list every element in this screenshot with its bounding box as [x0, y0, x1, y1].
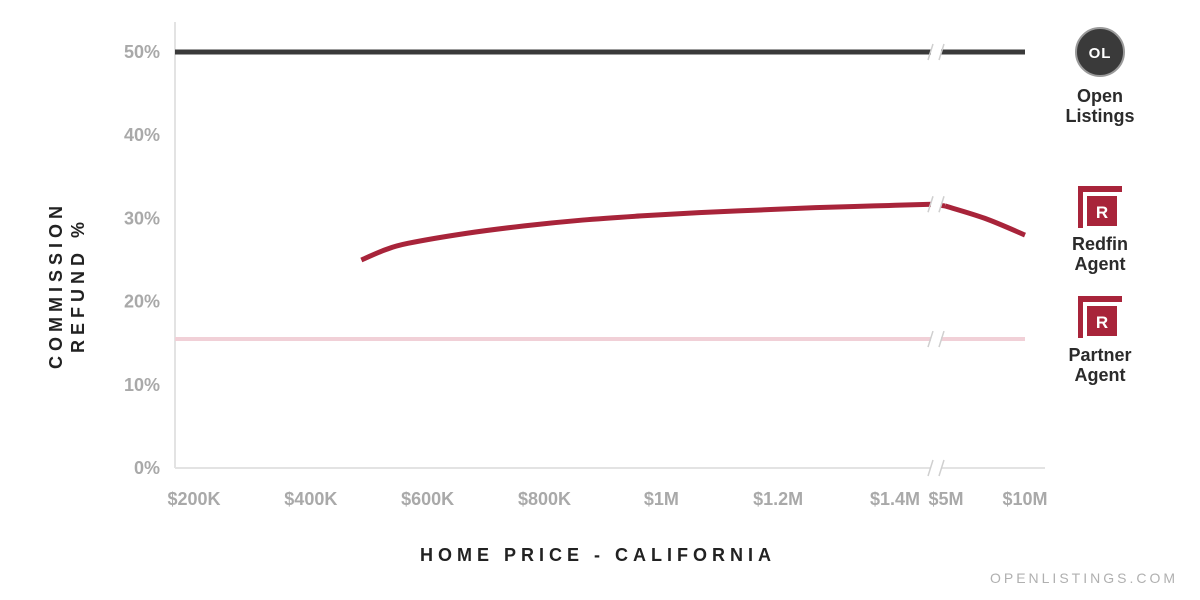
y-tick-label: 40%: [124, 125, 160, 145]
x-tick-label: $1.4M: [870, 489, 920, 509]
break-gap: [931, 43, 941, 61]
series-label: Open: [1077, 86, 1123, 106]
series-line: [360, 201, 933, 263]
y-tick-label: 30%: [124, 208, 160, 228]
x-tick-label: $10M: [1002, 489, 1047, 509]
redfin-logo-icon: R: [1078, 186, 1122, 228]
x-tick-label: $800K: [518, 489, 571, 509]
break-slash: [927, 43, 934, 61]
break-slash: [938, 43, 945, 61]
series-label: Partner: [1068, 345, 1131, 365]
y-tick-label: 20%: [124, 292, 160, 312]
open-listings-logo-text: OL: [1089, 45, 1112, 62]
series-label: Agent: [1075, 254, 1126, 274]
break-gap: [931, 330, 941, 349]
x-tick-label: $400K: [284, 489, 337, 509]
break-slash: [927, 330, 934, 348]
break-slash: [927, 196, 934, 213]
y-axis-title: COMMISSION REFUND %: [46, 201, 88, 369]
watermark: OPENLISTINGS.COM: [989, 570, 1178, 586]
x-tick-label: $5M: [928, 489, 963, 509]
series-lines: [174, 49, 1026, 342]
y-axis-title-line: REFUND %: [68, 217, 88, 353]
break-slash: [938, 196, 945, 213]
redfin-logo-letter: R: [1096, 203, 1108, 222]
break-slash: [927, 459, 934, 477]
x-tick-label: $1.2M: [753, 489, 803, 509]
break-slash: [938, 330, 945, 348]
series-label: Agent: [1075, 365, 1126, 385]
series-label: Listings: [1065, 106, 1134, 126]
x-axis-title: HOME PRICE - CALIFORNIA: [420, 545, 776, 565]
y-tick-label: 10%: [124, 375, 160, 395]
y-axis-title-line: COMMISSION: [46, 201, 66, 369]
open-listings-logo-icon: [1075, 27, 1125, 77]
y-tick-label: 50%: [124, 42, 160, 62]
break-gap: [931, 195, 941, 214]
y-tick-labels: 0% 10% 20% 30% 40% 50%: [124, 42, 160, 478]
redfin-logo-letter: R: [1096, 313, 1108, 332]
redfin-logo-icon: R: [1078, 296, 1122, 338]
axis-break-marks: [927, 43, 945, 477]
x-tick-labels: $200K $400K $600K $800K $1M $1.2M $1.4M $5M $10M: [167, 489, 1047, 509]
break-gap: [931, 459, 941, 477]
series-label: Redfin: [1072, 234, 1128, 254]
series-line: [944, 203, 1026, 238]
x-tick-label: $600K: [401, 489, 454, 509]
x-tick-label: $1M: [644, 489, 679, 509]
x-tick-label: $200K: [167, 489, 220, 509]
break-slash: [938, 459, 945, 477]
y-tick-label: 0%: [134, 458, 160, 478]
